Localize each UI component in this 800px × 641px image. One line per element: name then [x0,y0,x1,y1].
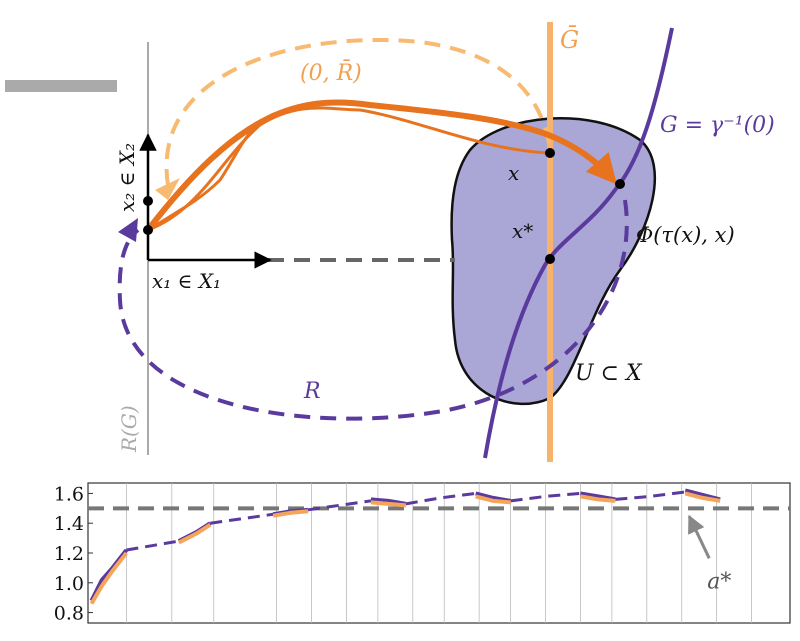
point [143,225,153,235]
point [545,148,555,158]
label: x* [512,219,533,243]
gray-bar [5,80,117,92]
label: x₁ ∈ X₁ [152,269,221,293]
y-tick-label: 1.0 [54,573,84,595]
label: G = γ⁻¹(0) [660,113,775,138]
flow-thin [147,106,551,232]
label: U ⊂ X [575,361,643,386]
label: x₂ ∈ X₂ [115,143,139,212]
y-tick-label: 1.6 [54,483,84,505]
label: Ḡ [560,25,579,54]
rbar-path [164,37,552,186]
g-curve [483,27,674,459]
r-path [117,199,629,421]
label: R [303,379,321,404]
flow-arrow [145,99,617,232]
y-tick-label: 0.8 [54,603,84,625]
annotation: a* [707,569,731,594]
label: (0, R̄) [300,59,362,86]
point [143,196,153,206]
r-arrowhead [118,218,138,242]
y-tick-label: 1.4 [54,513,84,535]
annotation-arrow [687,514,711,559]
series-line [126,490,686,552]
diagram: (0, R̄) Ḡ G = γ⁻¹(0) x x* Φ(τ(x), x) U ⊂… [5,22,775,462]
label: x [508,161,519,185]
flow-thin [147,110,281,232]
point [545,254,555,264]
y-tick-label: 1.2 [54,543,84,565]
label: R(G) [117,405,141,453]
plot-frame [87,482,791,624]
rbar-arrowhead [155,178,180,200]
chart: 0.8 1.0 1.2 1.4 1.6 a* [54,482,791,625]
point [615,179,625,189]
label: Φ(τ(x), x) [636,223,735,247]
series-line [89,491,721,605]
